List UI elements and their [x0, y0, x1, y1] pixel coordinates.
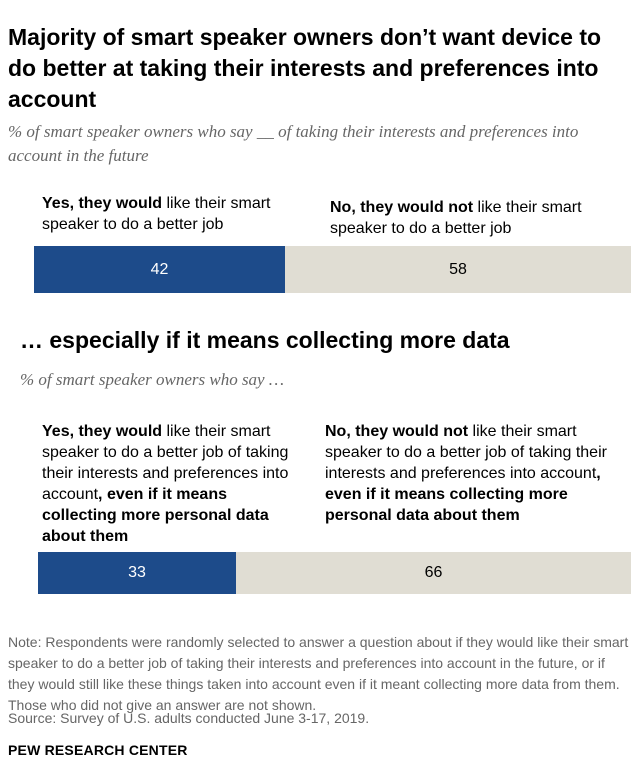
yes-label-2-bold: Yes, they would	[42, 423, 163, 440]
yes-label-1-bold: Yes, they would	[42, 195, 163, 212]
bar-value-label: 33	[128, 564, 146, 581]
yes-bar-segment-1: 42	[34, 246, 285, 293]
note-text: Note: Respondents were randomly selected…	[8, 634, 629, 713]
yes-label-1: Yes, they would like their smart speaker…	[42, 193, 302, 235]
no-label-2-bold: No, they would not	[325, 423, 469, 440]
bar-value-label: 66	[424, 564, 443, 581]
yes-label-2-mid: like their smart speaker to do a better …	[42, 423, 289, 503]
no-label-1-rest: like their smart speaker to do a better …	[330, 199, 582, 237]
yes-label-2: Yes, they would like their smart speaker…	[42, 421, 304, 547]
bar-value-label: 58	[449, 260, 467, 278]
yes-bar-segment-2: 33	[38, 552, 236, 594]
chart-subtitle: % of smart speaker owners who say __ of …	[8, 122, 579, 165]
no-label-2-bold2: , even if it means collecting more perso…	[325, 465, 601, 524]
section-2-subtitle: % of smart speaker owners who say …	[20, 370, 284, 389]
bar-value-label: 42	[150, 260, 169, 278]
no-label-1: No, they would not like their smart spea…	[330, 197, 620, 239]
no-bar-segment-1: 58	[285, 246, 631, 293]
no-label-2: No, they would not like their smart spea…	[325, 421, 617, 526]
yes-label-1-rest: like their smart speaker to do a better …	[42, 195, 271, 233]
yes-label-2-bold2: , even if it means collecting more perso…	[42, 486, 269, 545]
no-label-2-mid: like their smart speaker to do a better …	[325, 423, 607, 482]
brand-logo-text: PEW RESEARCH CENTER	[8, 742, 188, 758]
no-bar-segment-2: 66	[236, 552, 631, 594]
source-text: Source: Survey of U.S. adults conducted …	[8, 710, 370, 726]
section-2-heading: … especially if it means collecting more…	[20, 327, 510, 353]
no-label-1-bold: No, they would not	[330, 199, 474, 216]
chart-title: Majority of smart speaker owners don’t w…	[8, 24, 602, 112]
